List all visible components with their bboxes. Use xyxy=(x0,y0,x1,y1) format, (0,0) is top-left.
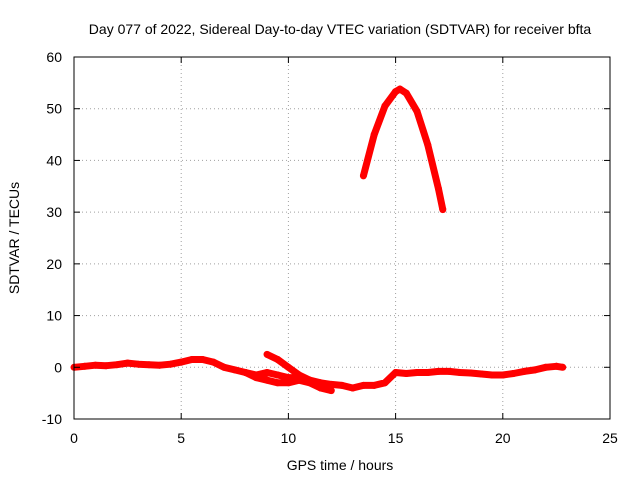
data-point xyxy=(295,376,303,384)
data-point xyxy=(209,358,217,366)
data-point xyxy=(113,361,121,369)
data-point xyxy=(349,384,357,392)
data-point xyxy=(435,367,442,375)
data-point xyxy=(359,172,367,180)
data-point xyxy=(274,379,282,387)
y-tick-label: -10 xyxy=(42,411,62,427)
data-point xyxy=(263,350,271,358)
data-point xyxy=(124,359,132,367)
data-point xyxy=(392,369,400,376)
data-point xyxy=(510,370,517,377)
axis-ticks: 0 5 10 15 20 25 -10 0 10 20 30 40 50 60 xyxy=(42,49,618,446)
data-point xyxy=(542,363,550,371)
data-point xyxy=(456,369,464,376)
series-line xyxy=(360,85,447,211)
y-tick-label: 40 xyxy=(46,152,62,168)
data-point xyxy=(252,374,260,382)
data-point xyxy=(327,387,335,395)
data-point xyxy=(231,366,239,374)
x-tick-label: 5 xyxy=(177,430,185,446)
data-point xyxy=(370,131,378,139)
data-point xyxy=(413,107,421,115)
data-point xyxy=(488,371,496,379)
data-point xyxy=(381,102,389,110)
data-point xyxy=(199,356,207,363)
data-point xyxy=(284,363,292,371)
data-point xyxy=(338,381,346,389)
data-point xyxy=(402,89,410,97)
y-tick-label: 50 xyxy=(46,101,62,117)
data-point xyxy=(263,376,271,384)
data-point xyxy=(188,356,196,363)
data-point xyxy=(242,369,249,376)
data-point xyxy=(424,141,432,149)
data-point xyxy=(306,379,314,387)
data-point xyxy=(134,360,142,368)
x-tick-label: 10 xyxy=(281,430,297,446)
data-point xyxy=(439,206,447,214)
x-tick-label: 15 xyxy=(388,430,404,446)
data-point xyxy=(559,363,567,371)
x-axis-label: GPS time / hours xyxy=(287,457,394,473)
data-point xyxy=(274,356,282,363)
data-point xyxy=(467,369,475,377)
y-tick-label: 0 xyxy=(54,359,62,375)
data-point xyxy=(413,369,421,376)
plot-frame xyxy=(73,56,611,420)
data-point xyxy=(499,371,507,379)
data-point xyxy=(274,371,282,379)
x-tick-label: 25 xyxy=(602,430,618,446)
data-point xyxy=(445,367,453,375)
data-point xyxy=(370,381,378,389)
data-point xyxy=(552,362,560,370)
y-axis-label: SDTVAR / TECUs xyxy=(6,182,22,294)
data-point xyxy=(145,361,153,369)
data-point xyxy=(327,380,335,388)
data-point xyxy=(167,360,174,368)
data-point xyxy=(220,363,228,371)
data-point xyxy=(177,358,185,366)
data-point xyxy=(91,361,99,369)
data-point xyxy=(520,367,528,375)
data-point xyxy=(435,185,442,193)
data-point xyxy=(424,369,432,376)
data-point xyxy=(359,381,367,389)
chart-title: Day 077 of 2022, Sidereal Day-to-day VTE… xyxy=(89,21,592,37)
x-tick-label: 20 xyxy=(495,430,511,446)
y-tick-label: 30 xyxy=(46,204,62,220)
data-point xyxy=(295,371,303,379)
y-tick-label: 20 xyxy=(46,256,62,272)
y-tick-label: 10 xyxy=(46,308,62,324)
data-point xyxy=(81,362,89,370)
data-point xyxy=(402,370,410,377)
grid xyxy=(74,57,610,419)
data-point xyxy=(284,379,292,387)
data-point xyxy=(102,362,110,370)
data-point xyxy=(156,361,164,369)
data-point xyxy=(381,379,389,387)
x-tick-label: 0 xyxy=(70,430,78,446)
data-point xyxy=(263,369,271,376)
y-tick-label: 60 xyxy=(46,49,62,65)
data-series xyxy=(70,85,567,395)
data-point xyxy=(317,384,325,392)
data-point xyxy=(531,366,539,374)
data-point xyxy=(477,370,485,378)
data-point xyxy=(396,85,404,93)
